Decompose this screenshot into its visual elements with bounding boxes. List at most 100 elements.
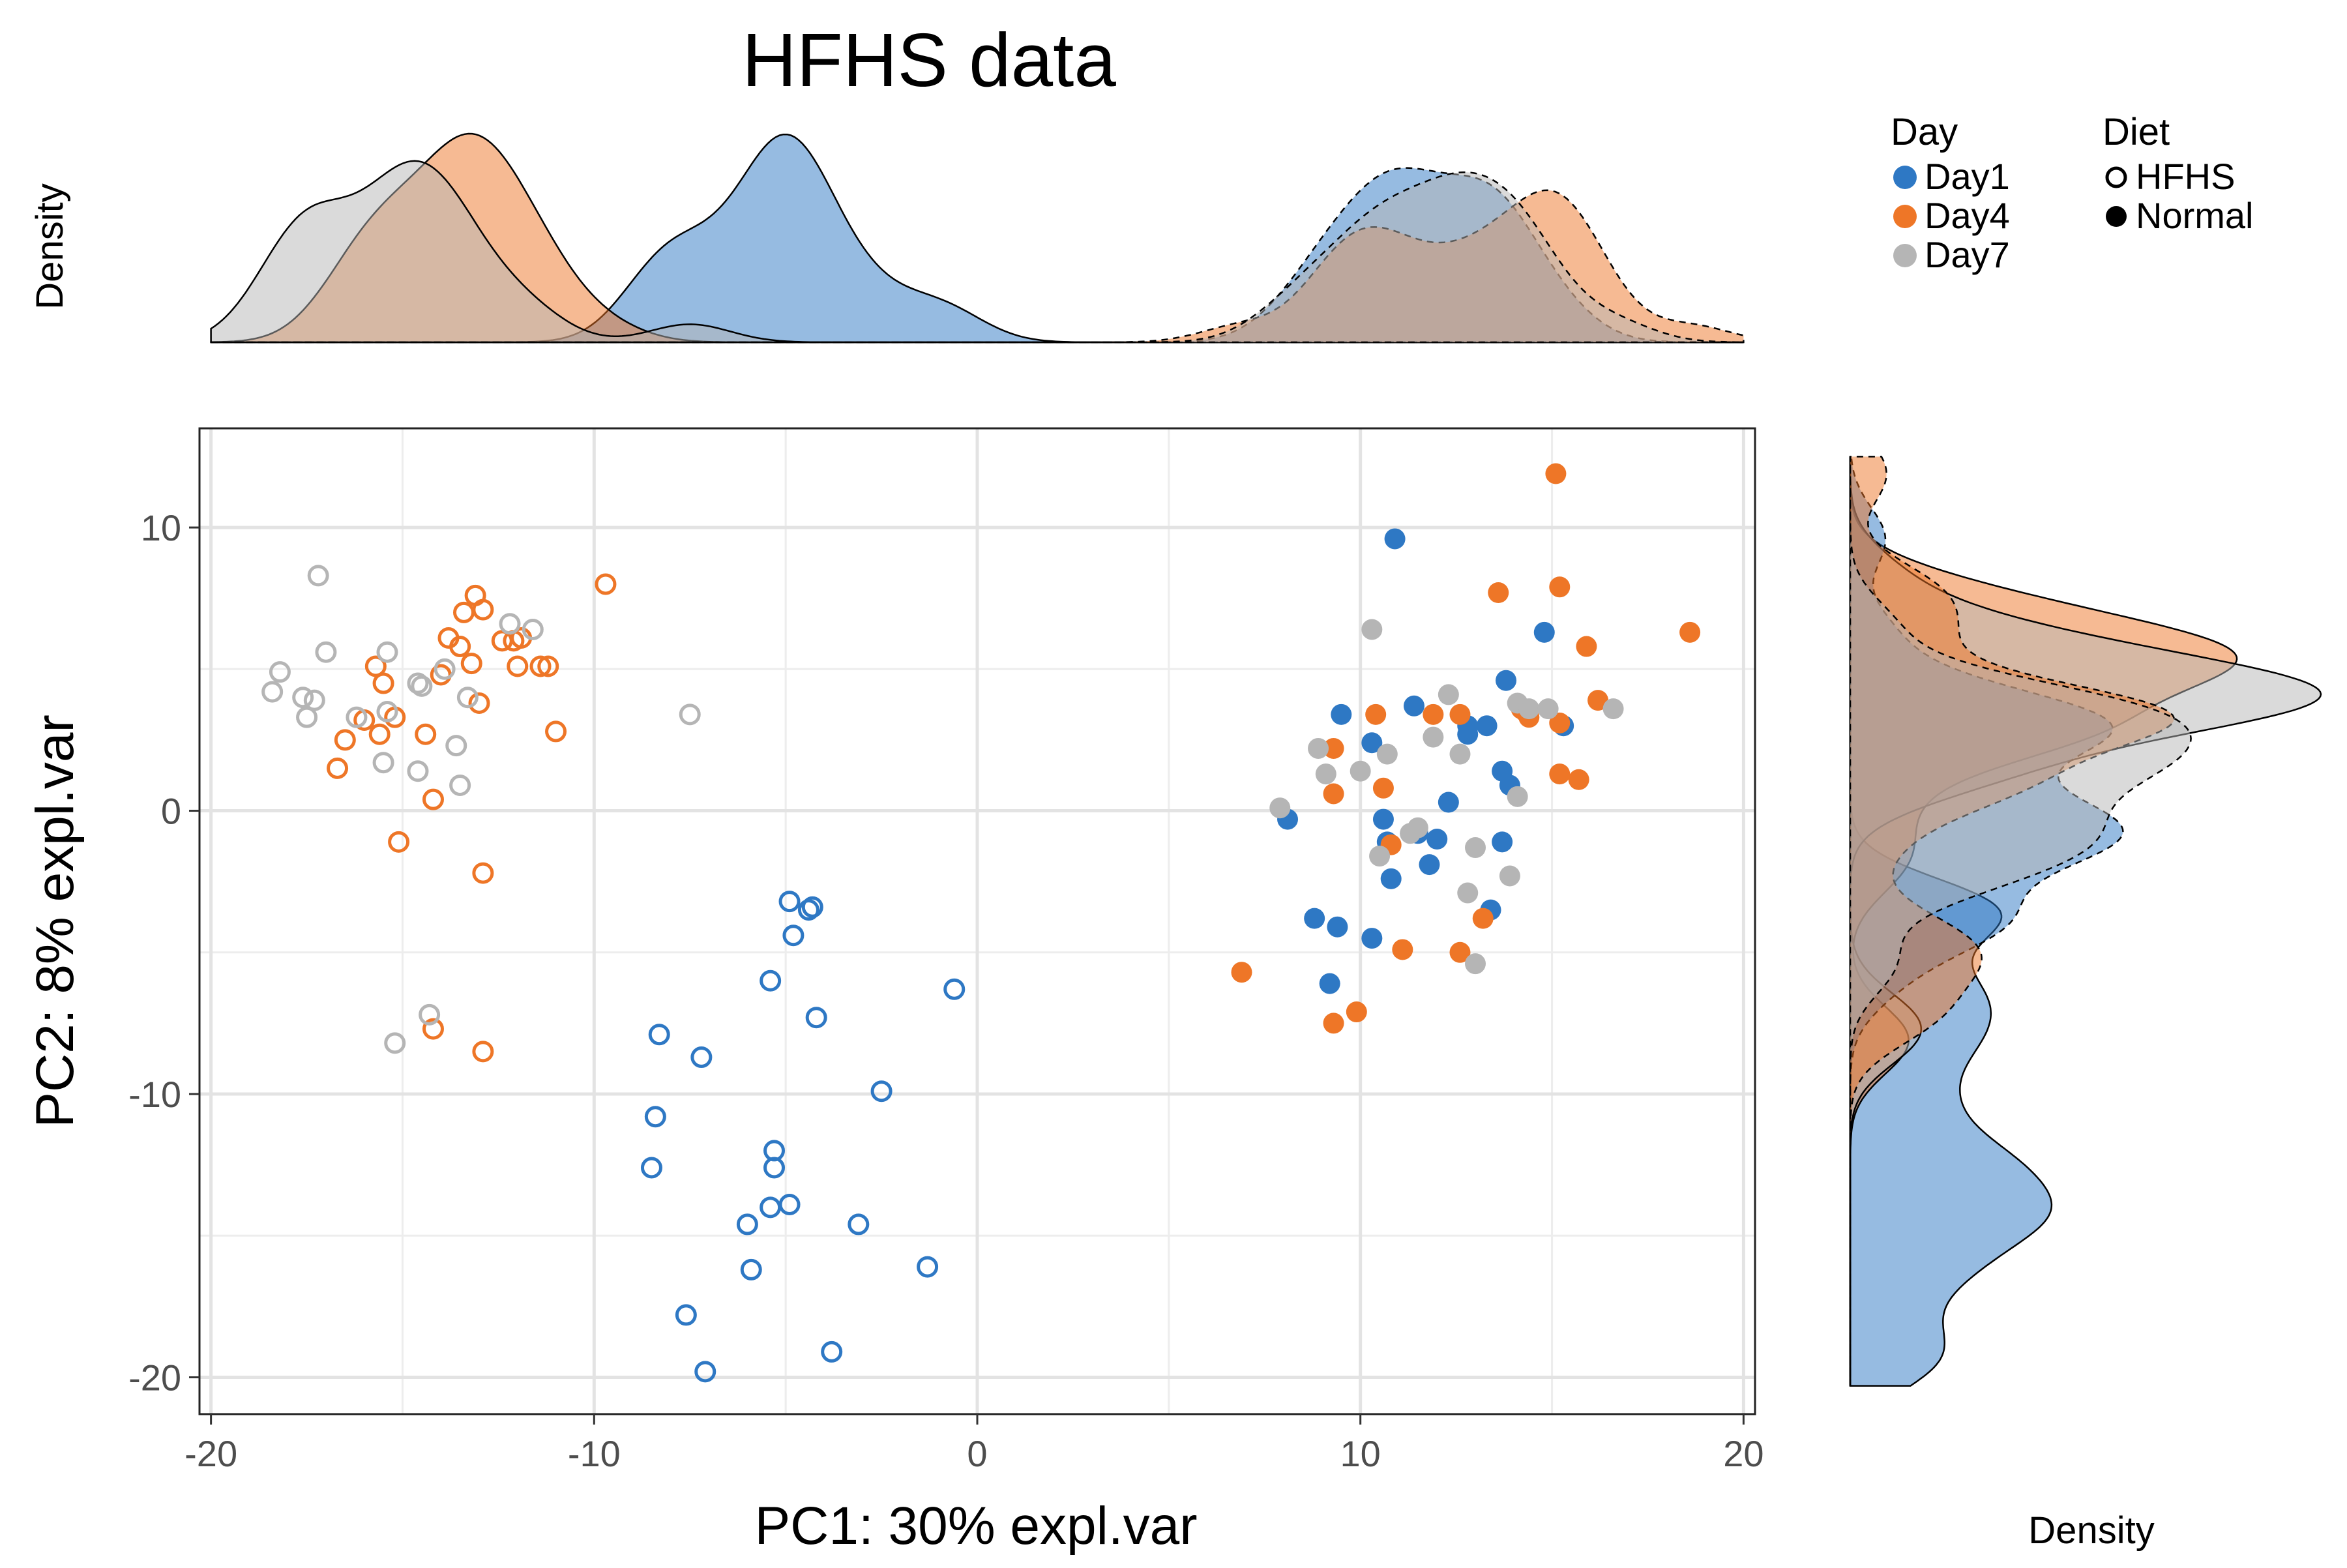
scatter-point [1449, 941, 1471, 963]
grid-lines [199, 428, 1755, 1414]
scatter-point [763, 1157, 786, 1179]
scatter-point [1488, 582, 1509, 603]
x-tick-label: -10 [568, 1433, 621, 1474]
y-axis-label: PC2: 8% expl.var [25, 715, 85, 1128]
top-density-curve [211, 171, 1745, 344]
scatter-point [1464, 953, 1486, 975]
scatter-point [1419, 854, 1440, 876]
scatter-point [736, 1213, 758, 1235]
scatter-point [778, 891, 801, 913]
scatter-point [1518, 698, 1540, 720]
scatter-point [1323, 737, 1344, 759]
scatter-point [449, 636, 471, 658]
scatter-point [269, 661, 291, 683]
scatter-point [1376, 743, 1398, 765]
scatter-point [1361, 928, 1383, 949]
scatter-point [1537, 698, 1559, 720]
scatter-point [1231, 962, 1252, 983]
scatter-point [1679, 621, 1701, 643]
scatter-point [1331, 703, 1352, 725]
legend-shape-swatch [2106, 206, 2127, 227]
scatter-point [679, 703, 701, 726]
legend-color-label: Day1 [1925, 156, 2010, 197]
y-tick-label: -20 [128, 1357, 181, 1398]
scatter-point [675, 1304, 697, 1326]
scatter-point [296, 706, 318, 728]
scatter-point [307, 565, 329, 587]
y-tick-label: -10 [128, 1074, 181, 1115]
scatter-point [640, 1157, 662, 1179]
scatter-point [468, 692, 490, 714]
scatter-point [690, 1046, 713, 1069]
scatter-point [327, 757, 349, 779]
scatter-point [364, 655, 387, 677]
scatter-point [411, 675, 433, 697]
scatter-point [1372, 777, 1394, 799]
top-density-ylabel: Density [29, 183, 71, 309]
scatter-point [407, 672, 429, 694]
scatter-point [376, 700, 398, 722]
scatter-point [346, 706, 368, 728]
scatter-point [821, 1340, 843, 1363]
scatter-point [1464, 837, 1486, 859]
scatter-point [1587, 690, 1609, 711]
scatter-point [537, 655, 559, 677]
scatter-point [1576, 636, 1597, 657]
scatter-point [782, 925, 804, 947]
scatter-point [292, 687, 314, 709]
scatter-point [529, 655, 552, 677]
right-density-panel [1849, 456, 2322, 1387]
scatter-point [1400, 823, 1421, 844]
scatter-point [372, 752, 394, 774]
scatter-point [1476, 715, 1498, 737]
scatter-point [334, 729, 356, 751]
scatter-point [434, 658, 456, 680]
scatter-point [1269, 797, 1291, 819]
scatter-point [507, 655, 529, 677]
scatter-point [261, 681, 284, 703]
scatter-point [1323, 783, 1344, 805]
chart-title: HFHS data [742, 18, 1116, 102]
scatter-point [870, 1080, 893, 1102]
scatter-point [1438, 791, 1459, 813]
scatter-point [1568, 769, 1589, 790]
scatter-point [460, 653, 482, 675]
legend-color-swatch [1893, 244, 1917, 267]
scatter-point [740, 1258, 762, 1280]
scatter-point [1319, 973, 1340, 994]
scatter-point [917, 1256, 939, 1278]
y-tick-label: 10 [141, 507, 181, 548]
scatter-point [1549, 712, 1571, 733]
scatter-point [1533, 621, 1555, 643]
scatter-points [261, 463, 1701, 1383]
scatter-point [1369, 846, 1391, 867]
scatter-point [797, 899, 819, 921]
scatter-point [595, 573, 617, 595]
legend-color-label: Day7 [1925, 234, 2010, 275]
x-tick-label: 20 [1723, 1433, 1764, 1474]
scatter-point [368, 723, 391, 745]
scatter-point [545, 720, 567, 743]
scatter-point [522, 618, 544, 640]
scatter-point [1457, 882, 1479, 904]
scatter-point [1426, 829, 1448, 850]
scatter-point [1361, 619, 1383, 640]
scatter-point [453, 601, 475, 623]
scatter-point [449, 774, 471, 796]
scatter-point [1327, 916, 1348, 938]
scatter-point [499, 613, 521, 635]
scatter-point [1492, 831, 1513, 853]
scatter-point [415, 723, 437, 745]
scatter-point [760, 969, 782, 992]
scatter-point [1496, 670, 1517, 691]
scatter-point [1361, 732, 1383, 754]
scatter-point [1365, 703, 1387, 725]
scatter-point [1380, 868, 1402, 889]
scatter-point [805, 1007, 827, 1029]
scatter-point [303, 689, 325, 711]
y-tick-label: 0 [161, 791, 181, 832]
scatter-point [644, 1106, 666, 1128]
